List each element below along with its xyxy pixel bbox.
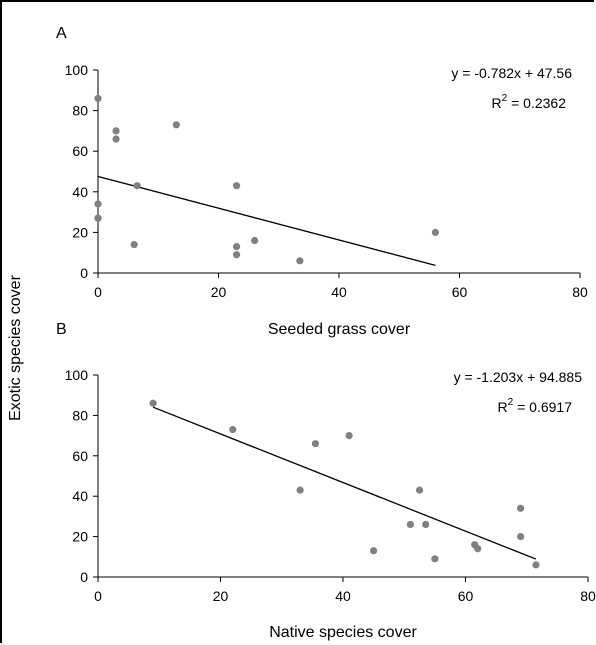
panel-b-data-point bbox=[517, 504, 525, 512]
panel-a-data-point bbox=[232, 182, 241, 190]
panel-a-data-point bbox=[94, 94, 102, 103]
panel-b-data-point bbox=[431, 555, 439, 563]
panel-b-data-point bbox=[345, 432, 353, 440]
panel-a-data-point bbox=[94, 200, 102, 208]
panel-b-trendline bbox=[152, 406, 537, 560]
panel-b-x-axis-title: Native species cover bbox=[269, 624, 417, 641]
panel-a-y-tick-label: 40 bbox=[72, 184, 88, 200]
panel-b-y-tick-label: 40 bbox=[72, 488, 88, 504]
panel-a-data-point bbox=[112, 127, 120, 135]
panel-a-x-tick-label: 60 bbox=[452, 284, 468, 300]
panel-a-x-tick-label: 0 bbox=[94, 284, 102, 300]
panel-b: B 0 20 40 60 80 100 0 20 40 60 80 Native species c… bbox=[56, 321, 596, 641]
panel-a-x-tick-label: 20 bbox=[211, 284, 227, 300]
panel-b-data-point bbox=[517, 533, 525, 541]
panel-b-label: B bbox=[56, 321, 67, 338]
panel-a-data-point bbox=[130, 240, 138, 249]
panel-a-x-tick-label: 40 bbox=[331, 284, 347, 300]
panel-b-data-point bbox=[415, 486, 424, 494]
panel-a-data-point bbox=[431, 228, 439, 236]
panel-a-y-tick-label: 60 bbox=[72, 143, 88, 159]
panel-a-y-tick-label: 0 bbox=[80, 265, 88, 281]
panel-a-label: A bbox=[56, 25, 67, 42]
panel-b-data-point bbox=[311, 440, 320, 448]
panel-b-x-tick-label: 40 bbox=[335, 588, 351, 604]
panel-b-r-squared: R2 = 0.6917 bbox=[498, 397, 573, 415]
panel-b-y-tick-label: 100 bbox=[65, 367, 89, 383]
panel-b-y-tick-label: 20 bbox=[72, 529, 88, 545]
panel-a-data-point bbox=[296, 257, 304, 265]
panel-b-data-point bbox=[296, 486, 304, 494]
panel-a-data-point bbox=[112, 135, 120, 143]
panel-b-data-point bbox=[406, 520, 414, 529]
panel-a-trendline bbox=[97, 175, 436, 266]
panel-a-data-point bbox=[94, 214, 102, 222]
panel-a-r-squared: R2 = 0.2362 bbox=[492, 93, 567, 111]
y-axis-title: Exotic species cover bbox=[7, 274, 24, 421]
panel-a-x-axis-title: Seeded grass cover bbox=[268, 321, 411, 338]
panel-a-y-tick-label: 100 bbox=[65, 62, 89, 78]
panel-b-data-point bbox=[474, 545, 482, 553]
panel-b-x-tick-label: 80 bbox=[580, 588, 596, 604]
panel-b-y-tick-label: 80 bbox=[72, 407, 88, 423]
panel-b-data-point bbox=[422, 520, 430, 529]
panel-b-data-point bbox=[149, 399, 157, 407]
panel-a-data-point bbox=[133, 182, 141, 190]
panel-a-data-point bbox=[232, 243, 241, 251]
panel-a-data-point bbox=[172, 121, 180, 129]
panel-b-y-tick-label: 60 bbox=[72, 448, 88, 464]
panel-b-x-tick-label: 20 bbox=[213, 588, 229, 604]
panel-b-x-tick-label: 60 bbox=[458, 588, 474, 604]
panel-b-data-point bbox=[370, 547, 378, 555]
panel-b-data-point bbox=[532, 561, 540, 569]
panel-a-equation: y = -0.782x + 47.56 bbox=[451, 65, 572, 81]
panel-a-y-tick-label: 20 bbox=[72, 224, 88, 240]
panel-b-y-tick-label: 0 bbox=[80, 569, 88, 585]
panel-a-x-tick-label: 80 bbox=[572, 284, 588, 300]
panel-a-data-point bbox=[251, 236, 259, 245]
panel-b-data-point bbox=[229, 425, 237, 434]
panel-b-x-tick-label: 0 bbox=[94, 588, 102, 604]
panel-a-data-point bbox=[232, 251, 241, 259]
panel-a: A 0 20 40 60 80 100 0 20 40 60 80 Seeded grass cov… bbox=[56, 25, 588, 338]
panel-a-y-tick-label: 80 bbox=[72, 103, 88, 119]
panel-b-equation: y = -1.203x + 94.885 bbox=[454, 369, 583, 385]
